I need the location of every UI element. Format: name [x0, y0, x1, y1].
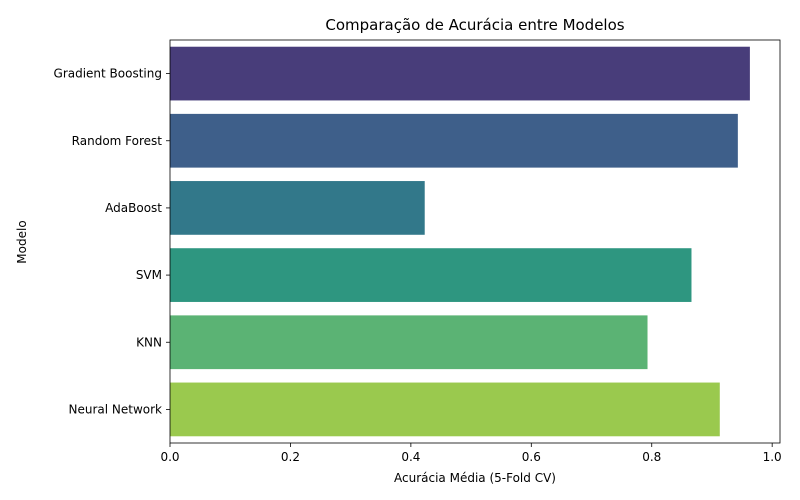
y-tick-label: KNN — [136, 335, 162, 349]
y-tick-label: Neural Network — [68, 402, 162, 416]
y-tick-label: SVM — [136, 268, 162, 282]
x-tick-label: 0.6 — [522, 450, 541, 464]
y-axis-ticks: Gradient Boosting Random Forest AdaBoost SV… — [54, 67, 170, 416]
x-tick-label: 0.8 — [642, 450, 661, 464]
bar-3 — [170, 248, 692, 302]
y-tick-label: AdaBoost — [105, 201, 162, 215]
x-tick-label: 0.2 — [281, 450, 300, 464]
x-tick-label: 0.4 — [401, 450, 420, 464]
chart-title: Comparação de Acurácia entre Modelos — [325, 16, 624, 34]
bar-0 — [170, 46, 750, 101]
plot-border — [169, 39, 781, 444]
bar-1 — [170, 113, 738, 168]
x-axis-ticks: 0.0 0.2 0.4 0.6 0.8 1.0 — [160, 443, 782, 464]
bar-4 — [170, 315, 648, 370]
y-tick-label: Gradient Boosting — [54, 67, 162, 81]
bar-2 — [170, 181, 425, 235]
bars-group — [170, 46, 750, 437]
x-axis-label: Acurácia Média (5-Fold CV) — [394, 471, 556, 485]
bar-5 — [170, 382, 720, 437]
x-tick-label: 0.0 — [160, 450, 179, 464]
y-tick-label: Random Forest — [72, 134, 163, 148]
y-axis-label: Modelo — [15, 220, 29, 263]
plot-frame — [169, 39, 781, 444]
x-tick-label: 1.0 — [763, 450, 782, 464]
